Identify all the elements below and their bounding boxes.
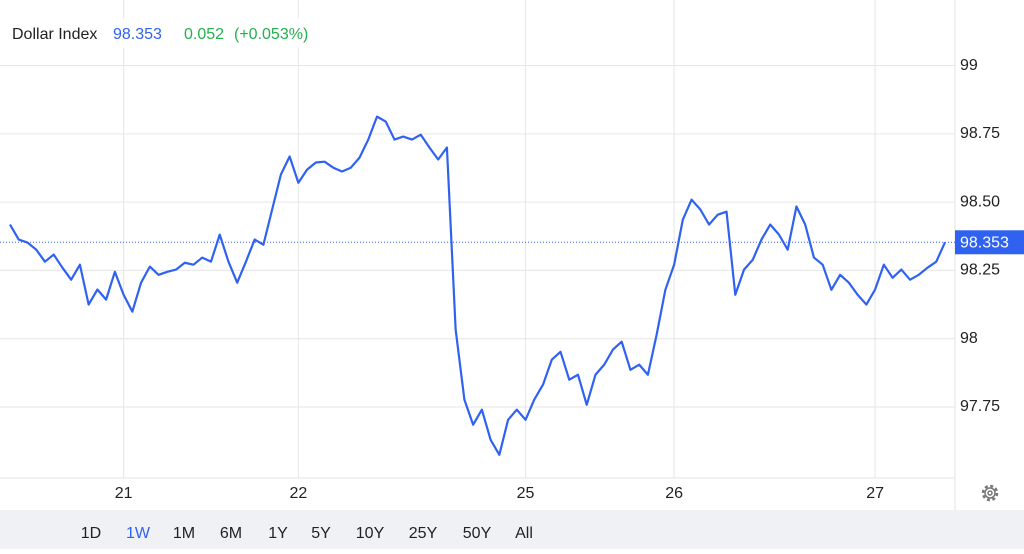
toolbar xyxy=(0,510,1024,549)
y-tick-label: 99 xyxy=(960,57,978,74)
y-tick-label: 98 xyxy=(960,330,978,347)
last-price-tag-label: 98.353 xyxy=(960,234,1009,251)
y-tick-label: 98.75 xyxy=(960,125,1000,142)
last-price: 98.353 xyxy=(113,26,162,43)
range-button[interactable]: 1D xyxy=(81,525,101,542)
range-button[interactable]: 50Y xyxy=(463,525,492,542)
range-button[interactable]: 1Y xyxy=(268,525,288,542)
plot xyxy=(0,115,955,456)
price-line xyxy=(9,115,947,456)
range-button[interactable]: 5Y xyxy=(311,525,331,542)
change-percent: (+0.053%) xyxy=(234,26,308,43)
range-button[interactable]: All xyxy=(515,525,533,542)
last-price-tag xyxy=(955,230,1024,255)
gear-hole xyxy=(987,490,993,496)
range-button[interactable]: 6M xyxy=(220,525,242,542)
x-tick-label: 22 xyxy=(289,485,307,502)
range-button[interactable]: 1W xyxy=(126,525,151,542)
y-tick-label: 98.50 xyxy=(960,193,1000,210)
grid xyxy=(0,0,955,478)
range-button[interactable]: 25Y xyxy=(409,525,438,542)
chart-title: Dollar Index xyxy=(12,26,97,43)
x-tick-label: 25 xyxy=(517,485,535,502)
gear-teeth xyxy=(981,484,999,502)
header-bg xyxy=(0,18,330,48)
change: 0.052 xyxy=(184,26,224,43)
y-tick-label: 98.25 xyxy=(960,262,1000,279)
gear-ring xyxy=(984,487,996,499)
y-tick-label: 97.75 xyxy=(960,398,1000,415)
range-button[interactable]: 1M xyxy=(173,525,195,542)
x-tick-label: 27 xyxy=(866,485,884,502)
range-button[interactable]: 10Y xyxy=(356,525,385,542)
x-tick-label: 26 xyxy=(665,485,683,502)
x-tick-label: 21 xyxy=(115,485,133,502)
settings-icon[interactable] xyxy=(981,484,999,502)
